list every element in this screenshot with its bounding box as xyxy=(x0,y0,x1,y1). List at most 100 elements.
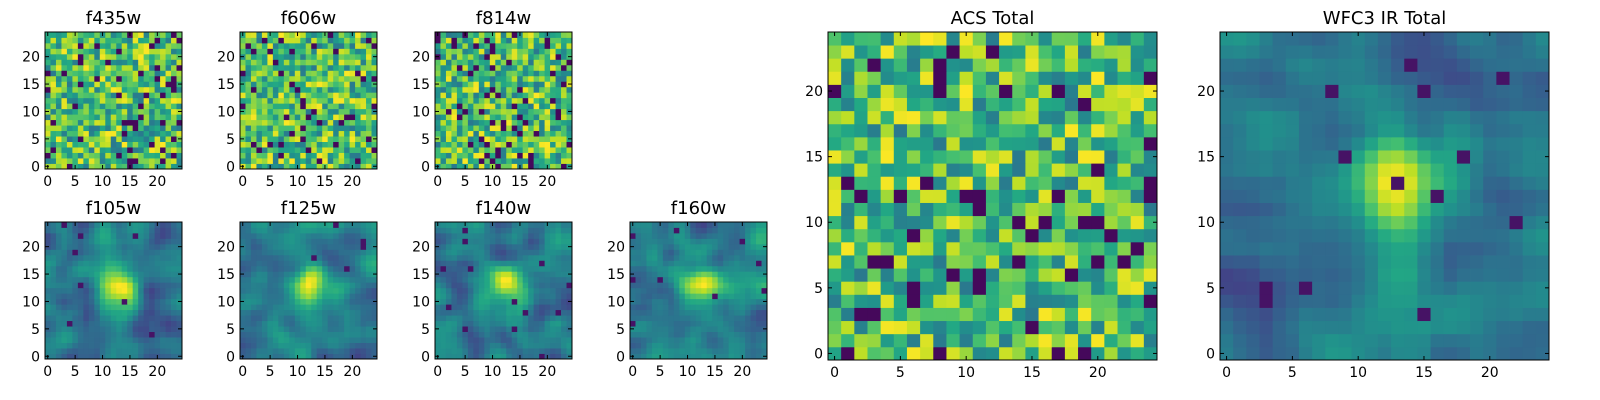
heatmap-cell xyxy=(500,48,507,55)
heatmap-cell xyxy=(544,304,551,311)
heatmap-cell xyxy=(630,282,636,289)
heatmap-cell xyxy=(1064,320,1079,335)
heatmap-cell xyxy=(72,315,79,322)
heatmap-cell xyxy=(149,114,155,121)
heatmap-cell xyxy=(533,37,540,44)
heatmap-cell xyxy=(467,130,474,137)
heatmap-cell xyxy=(723,276,730,283)
heatmap-cell xyxy=(690,337,697,343)
heatmap-cell xyxy=(72,293,79,300)
heatmap-cell xyxy=(121,141,128,148)
heatmap-cell xyxy=(355,53,361,60)
heatmap-cell xyxy=(289,75,296,82)
heatmap-cell xyxy=(451,125,458,132)
heatmap-cell xyxy=(132,81,139,88)
heatmap-cell xyxy=(684,265,691,272)
heatmap-cell xyxy=(88,326,95,332)
heatmap-cell xyxy=(495,238,502,245)
heatmap-cell xyxy=(138,326,145,332)
heatmap-cell xyxy=(245,70,252,77)
heatmap-cell xyxy=(1025,215,1039,230)
heatmap-cell xyxy=(267,53,274,60)
y-tick-label: 15 xyxy=(22,267,40,283)
heatmap-cell xyxy=(272,125,279,132)
heatmap-cell xyxy=(673,222,680,228)
heatmap-cell xyxy=(473,238,480,245)
heatmap-cell xyxy=(566,42,573,49)
heatmap-cell xyxy=(435,130,441,137)
heatmap-cell xyxy=(517,348,524,354)
heatmap-cell xyxy=(522,260,529,267)
heatmap-cell xyxy=(712,243,719,250)
heatmap-cell xyxy=(706,238,713,245)
heatmap-cell xyxy=(1012,268,1026,282)
heatmap-cell xyxy=(160,326,166,332)
heatmap-cell xyxy=(165,92,172,99)
heatmap-cell xyxy=(83,141,90,148)
heatmap-cell xyxy=(116,108,123,115)
heatmap-cell xyxy=(533,158,540,164)
heatmap-cell xyxy=(701,348,708,354)
heatmap-cell xyxy=(550,249,556,256)
heatmap-cell xyxy=(473,152,480,159)
heatmap-cell xyxy=(94,37,101,44)
heatmap-cell xyxy=(867,241,882,256)
heatmap-cell xyxy=(539,70,545,77)
heatmap-cell xyxy=(105,326,112,332)
heatmap-cell xyxy=(294,243,301,250)
heatmap-cell xyxy=(154,254,161,261)
heatmap-cell xyxy=(138,119,145,126)
heatmap-cell xyxy=(143,141,150,148)
heatmap-cell xyxy=(349,309,356,316)
heatmap-cell xyxy=(83,125,90,132)
heatmap-cell xyxy=(355,81,361,88)
axes-frame xyxy=(44,31,183,170)
heatmap-cell xyxy=(116,103,123,110)
heatmap-cell xyxy=(550,271,556,278)
heatmap-cell xyxy=(121,53,128,60)
heatmap-cell xyxy=(240,158,246,164)
heatmap-cell xyxy=(435,152,441,159)
heatmap-cell xyxy=(165,238,172,245)
heatmap-cell xyxy=(528,232,535,239)
heatmap-cell xyxy=(66,304,73,311)
heatmap-cell xyxy=(673,293,680,300)
heatmap-cell xyxy=(149,64,155,71)
heatmap-cell xyxy=(445,141,452,148)
heatmap-cell xyxy=(657,282,664,289)
heatmap-cell xyxy=(261,136,268,142)
heatmap-cell xyxy=(750,331,757,338)
heatmap-cell xyxy=(728,232,735,239)
heatmap-cell xyxy=(88,32,95,38)
heatmap-cell xyxy=(261,130,268,137)
heatmap-cell xyxy=(45,320,51,327)
heatmap-cell xyxy=(171,309,177,316)
heatmap-cell xyxy=(245,315,252,322)
heatmap-cell xyxy=(83,37,90,44)
heatmap-cell xyxy=(999,176,1013,190)
heatmap-cell xyxy=(999,268,1013,282)
heatmap-cell xyxy=(933,268,947,282)
heatmap-cell xyxy=(72,81,79,88)
heatmap-cell xyxy=(88,86,95,93)
heatmap-cell xyxy=(701,309,708,316)
heatmap-cell xyxy=(734,293,740,300)
heatmap-cell xyxy=(679,315,686,322)
heatmap-cell xyxy=(906,150,921,164)
heatmap-cell xyxy=(451,320,458,327)
heatmap-cell xyxy=(445,152,452,159)
heatmap-cell xyxy=(165,130,172,137)
heatmap-cell xyxy=(1117,163,1132,177)
heatmap-cell xyxy=(371,348,378,354)
heatmap-cell xyxy=(272,53,279,60)
heatmap-cell xyxy=(841,189,855,203)
heatmap-cell xyxy=(77,125,84,132)
heatmap-cell xyxy=(893,202,908,217)
heatmap-cell xyxy=(83,81,90,88)
heatmap-cell xyxy=(906,320,921,335)
heatmap-cells xyxy=(435,32,573,170)
heatmap-cell xyxy=(240,282,246,289)
heatmap-cell xyxy=(99,287,106,294)
heatmap-cell xyxy=(462,136,469,142)
heatmap-cell xyxy=(110,265,117,272)
